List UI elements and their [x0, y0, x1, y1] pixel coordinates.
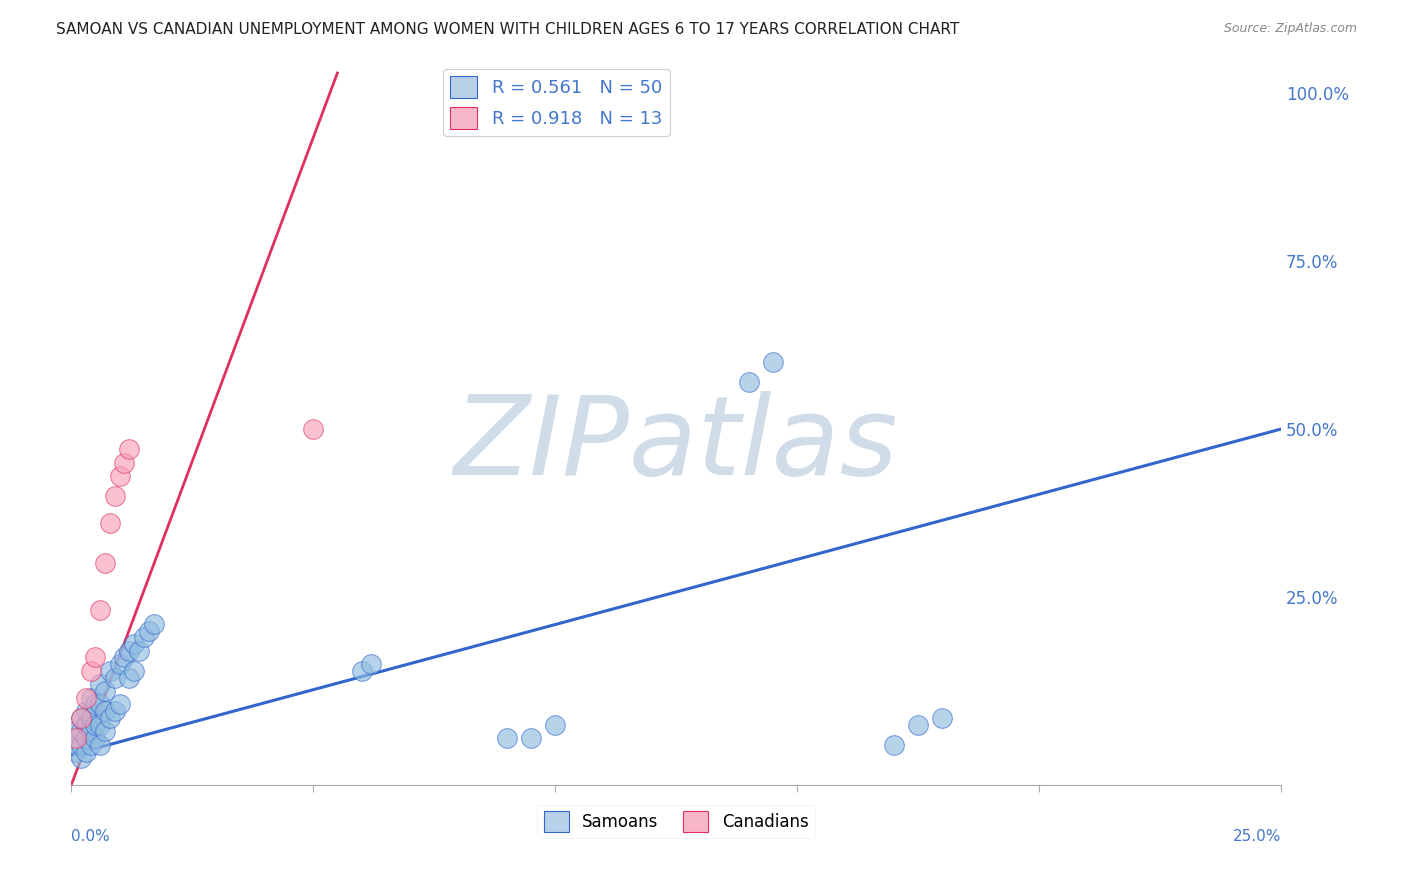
Point	[89, 717, 111, 731]
Text: ZIPatlas: ZIPatlas	[454, 391, 898, 498]
Point	[138, 624, 160, 638]
Point	[114, 650, 136, 665]
Point	[907, 717, 929, 731]
Point	[75, 690, 97, 705]
Point	[75, 731, 97, 745]
Point	[122, 637, 145, 651]
Point	[104, 489, 127, 503]
Point	[128, 644, 150, 658]
Point	[79, 738, 101, 752]
Point	[108, 698, 131, 712]
Point	[108, 469, 131, 483]
Point	[70, 738, 93, 752]
Point	[142, 616, 165, 631]
Text: SAMOAN VS CANADIAN UNEMPLOYMENT AMONG WOMEN WITH CHILDREN AGES 6 TO 17 YEARS COR: SAMOAN VS CANADIAN UNEMPLOYMENT AMONG WO…	[56, 22, 959, 37]
Point	[104, 671, 127, 685]
Point	[89, 603, 111, 617]
Point	[70, 711, 93, 725]
Point	[118, 644, 141, 658]
Point	[65, 731, 87, 745]
Text: 25.0%: 25.0%	[1233, 829, 1281, 844]
Point	[65, 724, 87, 739]
Point	[84, 717, 107, 731]
Point	[70, 724, 93, 739]
Point	[520, 731, 543, 745]
Point	[737, 375, 759, 389]
Point	[79, 724, 101, 739]
Text: 0.0%: 0.0%	[72, 829, 110, 844]
Point	[75, 745, 97, 759]
Point	[883, 738, 905, 752]
Point	[762, 355, 785, 369]
Point	[98, 664, 121, 678]
Point	[79, 711, 101, 725]
Point	[65, 738, 87, 752]
Point	[108, 657, 131, 672]
Point	[350, 664, 373, 678]
Point	[89, 698, 111, 712]
Point	[89, 677, 111, 691]
Point	[70, 751, 93, 765]
Text: Source: ZipAtlas.com: Source: ZipAtlas.com	[1223, 22, 1357, 36]
Point	[544, 717, 567, 731]
Point	[118, 671, 141, 685]
Point	[495, 731, 517, 745]
Point	[75, 704, 97, 718]
Point	[70, 711, 93, 725]
Point	[360, 657, 382, 672]
Point	[84, 698, 107, 712]
Point	[94, 704, 117, 718]
Point	[94, 557, 117, 571]
Point	[132, 630, 155, 644]
Point	[118, 442, 141, 457]
Point	[931, 711, 953, 725]
Point	[89, 738, 111, 752]
Point	[84, 650, 107, 665]
Point	[94, 684, 117, 698]
Point	[98, 711, 121, 725]
Legend: Samoans, Canadians: Samoans, Canadians	[537, 805, 815, 838]
Point	[84, 731, 107, 745]
Point	[302, 422, 325, 436]
Point	[94, 724, 117, 739]
Point	[98, 516, 121, 530]
Point	[65, 745, 87, 759]
Point	[114, 456, 136, 470]
Point	[122, 664, 145, 678]
Point	[79, 664, 101, 678]
Point	[75, 717, 97, 731]
Point	[104, 704, 127, 718]
Point	[79, 690, 101, 705]
